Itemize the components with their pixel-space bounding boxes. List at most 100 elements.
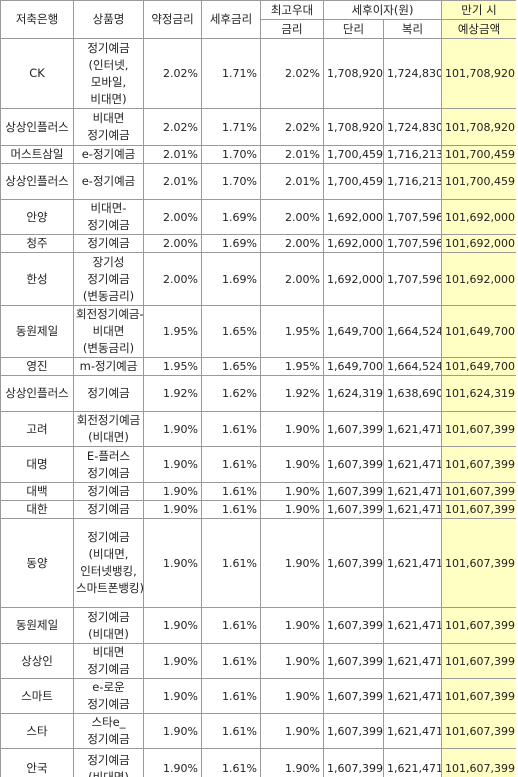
value-cell: 1,708,920 [323,38,384,109]
table-row: 동양 정기예금(비대면, 인터넷뱅킹, 스마트폰뱅킹) 1.90% 1.61% 1.90… [0,518,516,608]
value-cell: 101,607,399 [441,678,516,714]
bank-name: 대한 [0,500,74,519]
value-cell: 1.65% [201,305,261,358]
value-cell: 1.61% [201,748,261,777]
value-cell: 1,607,399 [323,446,384,483]
value-cell: 1.95% [260,305,324,358]
bank-name: 안국 [0,748,74,777]
value-cell: 2.02% [260,38,324,109]
product-name: e-로운 정기예금 [73,678,144,714]
value-cell: 1.95% [260,357,324,376]
header-cell: 만기 시 [441,0,516,20]
value-cell: 101,607,399 [441,411,516,447]
value-cell: 1,621,471 [383,500,442,519]
header-cell: 세후이자(원) [323,0,442,20]
table-row: 영진 m-정기예금 1.95% 1.65% 1.95% 1,649,700 1,664,52… [0,357,516,376]
header-cell: 저축은행 [0,0,74,39]
value-cell: 1,707,596 [383,252,442,306]
product-name: 정기예금(비대면, 인터넷뱅킹, 스마트폰뱅킹) [73,518,144,608]
value-cell: 101,607,399 [441,518,516,608]
value-cell: 1.90% [143,446,202,483]
value-cell: 1,621,471 [383,518,442,608]
value-cell: 1,607,399 [323,678,384,714]
header-cell: 세후금리 [201,0,261,39]
bank-name: 상상인플러스 [0,375,74,412]
value-cell: 2.02% [143,108,202,146]
product-name: 스타e_정기예금 [73,713,144,749]
value-cell: 101,649,700 [441,305,516,358]
header-cell: 상품명 [73,0,144,39]
value-cell: 1.90% [260,678,324,714]
value-cell: 1.90% [260,643,324,679]
value-cell: 1,664,524 [383,357,442,376]
value-cell: 101,649,700 [441,357,516,376]
product-name: 정기예금 [73,375,144,412]
table-row: 청주 정기예금 2.00% 1.69% 2.00% 1,692,000 1,707,596 1… [0,234,516,253]
table-row: CK 정기예금(인터넷,모바일,비대면) 2.02% 1.71% 2.02% 1,708,… [0,38,516,109]
value-cell: 1,700,459 [323,145,384,164]
value-cell: 101,700,459 [441,163,516,200]
table-row: 상상인플러스 정기예금 1.92% 1.62% 1.92% 1,624,319 1,638,… [0,375,516,412]
value-cell: 1,607,399 [323,643,384,679]
value-cell: 101,607,399 [441,713,516,749]
value-cell: 101,607,399 [441,446,516,483]
value-cell: 1,708,920 [323,108,384,146]
value-cell: 101,700,459 [441,145,516,164]
value-cell: 1.95% [143,357,202,376]
value-cell: 2.01% [260,145,324,164]
value-cell: 1.90% [143,518,202,608]
value-cell: 1.69% [201,252,261,306]
table-row: 상상인플러스 비대면 정기예금 2.02% 1.71% 2.02% 1,708,920 1,… [0,108,516,146]
value-cell: 1.61% [201,713,261,749]
value-cell: 2.02% [260,108,324,146]
value-cell: 1.90% [143,607,202,644]
value-cell: 101,692,000 [441,252,516,306]
value-cell: 1.62% [201,375,261,412]
value-cell: 1,724,830 [383,108,442,146]
header-cell: 약정금리 [143,0,202,39]
table-row: 동원제일 회전정기예금-비대면(변동금리) 1.95% 1.65% 1.95% 1,649… [0,305,516,358]
value-cell: 101,624,319 [441,375,516,412]
value-cell: 101,607,399 [441,500,516,519]
value-cell: 1.69% [201,199,261,235]
table-row: 동원제일 정기예금(비대면) 1.90% 1.61% 1.90% 1,607,399 1,6… [0,607,516,644]
value-cell: 101,607,399 [441,482,516,501]
product-name: 회전정기예금(비대면) [73,411,144,447]
value-cell: 1.90% [143,678,202,714]
value-cell: 1,607,399 [323,713,384,749]
value-cell: 1,621,471 [383,607,442,644]
value-cell: 1.95% [143,305,202,358]
product-name: 비대면 정기예금 [73,643,144,679]
product-name: 비대면 정기예금 [73,108,144,146]
value-cell: 1.90% [143,748,202,777]
value-cell: 1.61% [201,518,261,608]
bank-name: 영진 [0,357,74,376]
product-name: e-정기예금 [73,163,144,200]
value-cell: 1.92% [260,375,324,412]
product-name: 비대면-정기예금 [73,199,144,235]
value-cell: 2.01% [143,145,202,164]
bank-name: 안양 [0,199,74,235]
value-cell: 1,638,690 [383,375,442,412]
value-cell: 1.61% [201,607,261,644]
table-row: 머스트삼일 e-정기예금 2.01% 1.70% 2.01% 1,700,459 1,716… [0,145,516,164]
table-row: 스타 스타e_정기예금 1.90% 1.61% 1.90% 1,607,399 1,621,… [0,713,516,749]
value-cell: 1,664,524 [383,305,442,358]
table-row: 한성 장기성 정기예금(변동금리) 2.00% 1.69% 2.00% 1,692,000… [0,252,516,306]
table-row: 안양 비대면-정기예금 2.00% 1.69% 2.00% 1,692,000 1,707,… [0,199,516,235]
table-row: 상상인 비대면 정기예금 1.90% 1.61% 1.90% 1,607,399 1,621… [0,643,516,679]
bank-name: 머스트삼일 [0,145,74,164]
value-cell: 1,649,700 [323,305,384,358]
product-name: 정기예금(비대면) [73,607,144,644]
value-cell: 1,692,000 [323,234,384,253]
value-cell: 1,624,319 [323,375,384,412]
bank-name: 스마트 [0,678,74,714]
bank-name: 동원제일 [0,305,74,358]
table-row: 대한 정기예금 1.90% 1.61% 1.90% 1,607,399 1,621,471 1… [0,500,516,519]
value-cell: 1,607,399 [323,518,384,608]
value-cell: 1,621,471 [383,713,442,749]
value-cell: 1,649,700 [323,357,384,376]
value-cell: 101,692,000 [441,234,516,253]
value-cell: 2.02% [143,38,202,109]
